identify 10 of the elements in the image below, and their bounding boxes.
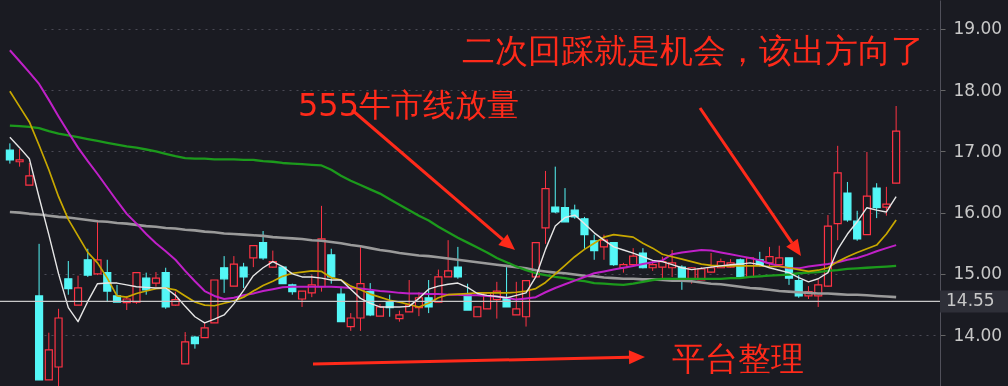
- y-tick-label: 14.00: [953, 324, 1003, 345]
- y-tick-label: 15.00: [953, 263, 1003, 284]
- ref-line-label: 14.55: [946, 290, 995, 311]
- y-tick-label: 17.00: [953, 140, 1003, 161]
- annotation: 555牛市线放量: [298, 86, 520, 124]
- annotation: 平台整理: [672, 339, 804, 378]
- y-tick-label: 19.00: [953, 18, 1003, 39]
- y-tick-label: 18.00: [953, 79, 1003, 100]
- annotation: 二次回踩就是机会，该出方向了: [462, 31, 924, 70]
- y-tick-label: 16.00: [953, 202, 1003, 223]
